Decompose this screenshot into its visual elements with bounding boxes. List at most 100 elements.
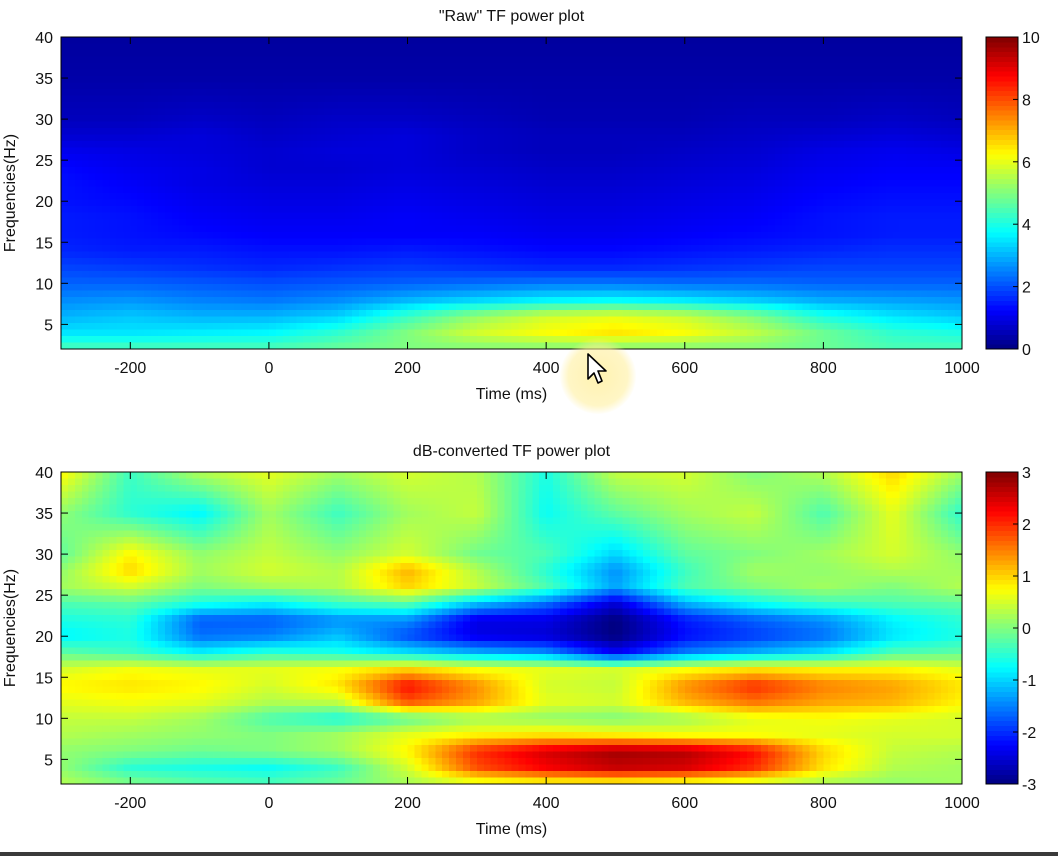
heatmap-cell — [636, 193, 644, 200]
heatmap-cell — [768, 271, 776, 278]
heatmap-cell — [241, 161, 249, 168]
heatmap-cell — [352, 213, 360, 220]
heatmap-cell — [574, 109, 582, 116]
heatmap-cell — [68, 70, 76, 77]
heatmap-cell — [678, 271, 686, 278]
heatmap-cell — [297, 96, 305, 103]
heatmap-cell — [123, 239, 131, 246]
heatmap-cell — [893, 239, 901, 246]
heatmap-cell — [595, 232, 603, 239]
heatmap-cell — [712, 115, 720, 122]
heatmap-cell — [394, 213, 402, 220]
heatmap-cell — [602, 187, 610, 194]
heatmap-cell — [851, 44, 859, 51]
heatmap-cell — [699, 245, 707, 252]
heatmap-cell — [401, 265, 409, 272]
heatmap-cell — [941, 206, 949, 213]
heatmap-cell — [858, 258, 866, 265]
heatmap-cell — [851, 115, 859, 122]
heatmap-cell — [414, 252, 422, 259]
heatmap-cell — [796, 96, 804, 103]
heatmap-cell — [830, 141, 838, 148]
heatmap-cell — [706, 232, 714, 239]
heatmap-cell — [671, 271, 679, 278]
heatmap-cell — [311, 83, 319, 90]
heatmap-cell — [75, 258, 83, 265]
heatmap-cell — [449, 278, 457, 285]
heatmap-cell — [193, 50, 201, 57]
heatmap-cell — [186, 174, 194, 181]
heatmap-cell — [782, 167, 790, 174]
heatmap-cell — [137, 284, 145, 291]
heatmap-cell — [248, 76, 256, 83]
heatmap-cell — [401, 278, 409, 285]
heatmap-cell — [380, 109, 388, 116]
heatmap-cell — [68, 252, 76, 259]
heatmap-cell — [615, 44, 623, 51]
heatmap-cell — [193, 245, 201, 252]
heatmap-cell — [220, 232, 228, 239]
heatmap-cell — [61, 76, 69, 83]
heatmap-cell — [311, 271, 319, 278]
heatmap-cell — [615, 219, 623, 226]
heatmap-cell — [248, 284, 256, 291]
heatmap-cell — [782, 63, 790, 70]
heatmap-cell — [574, 148, 582, 155]
heatmap-cell — [796, 37, 804, 44]
heatmap-cell — [61, 89, 69, 96]
heatmap-cell — [373, 96, 381, 103]
heatmap-cell — [692, 76, 700, 83]
heatmap-cell — [948, 200, 956, 207]
heatmap-cell — [518, 115, 526, 122]
heatmap-cell — [505, 83, 513, 90]
heatmap-cell — [726, 213, 734, 220]
heatmap-cell — [456, 239, 464, 246]
heatmap-cell — [366, 109, 374, 116]
heatmap-cell — [200, 70, 208, 77]
heatmap-cell — [782, 252, 790, 259]
heatmap-cell — [220, 180, 228, 187]
heatmap-cell — [172, 83, 180, 90]
heatmap-cell — [283, 213, 291, 220]
heatmap-cell — [414, 271, 422, 278]
heatmap-cell — [158, 122, 166, 129]
heatmap-cell — [408, 265, 416, 272]
heatmap-cell — [227, 161, 235, 168]
heatmap-cell — [428, 148, 436, 155]
heatmap-cell — [394, 265, 402, 272]
heatmap-cell — [477, 200, 485, 207]
heatmap-cell — [158, 50, 166, 57]
heatmap-cell — [941, 37, 949, 44]
heatmap-cell — [408, 206, 416, 213]
heatmap-cell — [158, 226, 166, 233]
heatmap-cell — [615, 252, 623, 259]
heatmap-cell — [768, 278, 776, 285]
heatmap-cell — [359, 278, 367, 285]
heatmap-cell — [304, 89, 312, 96]
heatmap-cell — [414, 174, 422, 181]
heatmap-cell — [290, 271, 298, 278]
heatmap-cell — [484, 148, 492, 155]
heatmap-cell — [421, 284, 429, 291]
heatmap-cell — [719, 226, 727, 233]
heatmap-cell — [380, 76, 388, 83]
heatmap-cell — [789, 265, 797, 272]
heatmap-cell — [338, 271, 346, 278]
heatmap-cell — [671, 174, 679, 181]
heatmap-cell — [796, 258, 804, 265]
heatmap-cell — [733, 37, 741, 44]
heatmap-cell — [200, 265, 208, 272]
heatmap-cell — [338, 128, 346, 135]
heatmap-cell — [186, 141, 194, 148]
heatmap-cell — [803, 239, 811, 246]
heatmap-cell — [712, 187, 720, 194]
heatmap-cell — [609, 187, 617, 194]
heatmap-cell — [75, 271, 83, 278]
heatmap-cell — [456, 63, 464, 70]
heatmap-cell — [151, 115, 159, 122]
heatmap-cell — [137, 128, 145, 135]
heatmap-cell — [851, 76, 859, 83]
heatmap-cell — [761, 76, 769, 83]
heatmap-cell — [401, 226, 409, 233]
heatmap-cell — [498, 219, 506, 226]
